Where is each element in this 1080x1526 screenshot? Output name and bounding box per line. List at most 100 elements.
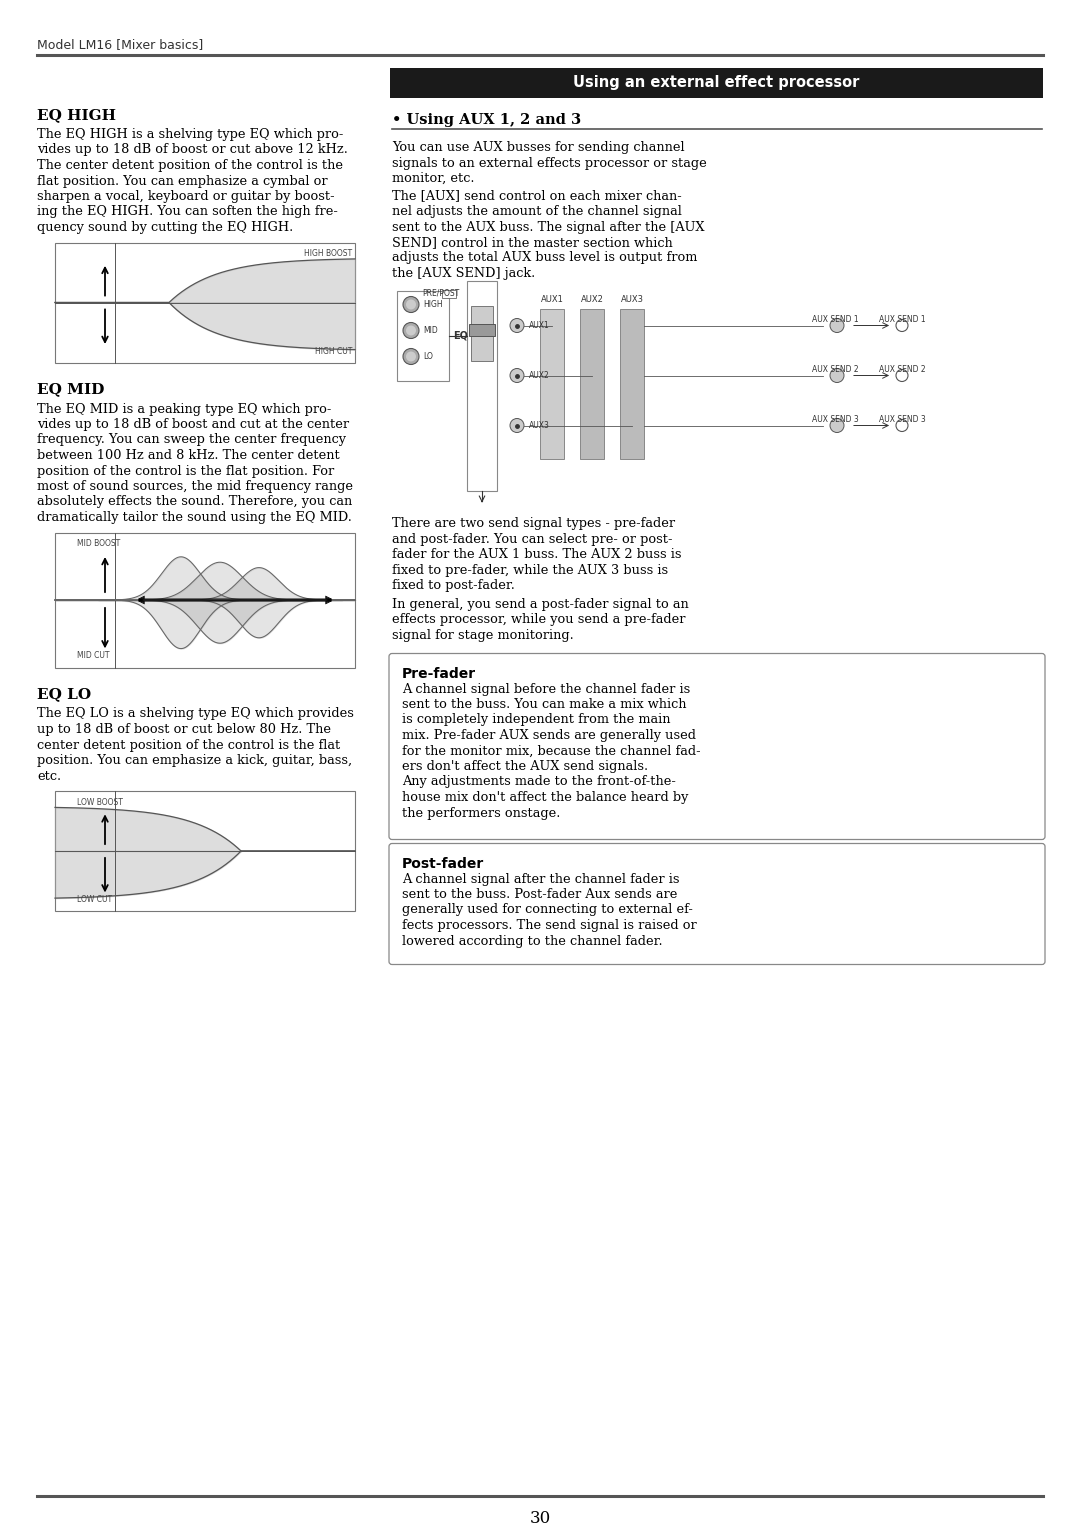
Text: AUX SEND 2: AUX SEND 2 <box>879 366 926 374</box>
Text: up to 18 dB of boost or cut below 80 Hz. The: up to 18 dB of boost or cut below 80 Hz.… <box>37 723 330 736</box>
Text: EQ MID: EQ MID <box>37 383 105 397</box>
Text: You can use AUX busses for sending channel: You can use AUX busses for sending chann… <box>392 140 685 154</box>
Text: The EQ MID is a peaking type EQ which pro-: The EQ MID is a peaking type EQ which pr… <box>37 403 332 415</box>
Text: absolutely effects the sound. Therefore, you can: absolutely effects the sound. Therefore,… <box>37 496 352 508</box>
Text: fixed to pre-fader, while the AUX 3 buss is: fixed to pre-fader, while the AUX 3 buss… <box>392 565 669 577</box>
Text: generally used for connecting to external ef-: generally used for connecting to externa… <box>402 903 693 917</box>
Text: AUX1: AUX1 <box>529 320 550 330</box>
Text: frequency. You can sweep the center frequency: frequency. You can sweep the center freq… <box>37 433 346 447</box>
Text: Any adjustments made to the front-of-the-: Any adjustments made to the front-of-the… <box>402 775 676 789</box>
Text: fects processors. The send signal is raised or: fects processors. The send signal is rai… <box>402 919 697 932</box>
Text: fixed to post-fader.: fixed to post-fader. <box>392 580 515 592</box>
Circle shape <box>831 418 843 432</box>
Text: adjusts the total AUX buss level is output from: adjusts the total AUX buss level is outp… <box>392 252 698 264</box>
Text: A channel signal after the channel fader is: A channel signal after the channel fader… <box>402 873 679 885</box>
Text: the [AUX SEND] jack.: the [AUX SEND] jack. <box>392 267 536 279</box>
Text: Pre-fader: Pre-fader <box>402 667 476 681</box>
Bar <box>469 324 495 336</box>
Text: and post-fader. You can select pre- or post-: and post-fader. You can select pre- or p… <box>392 533 673 546</box>
Text: AUX SEND 1: AUX SEND 1 <box>879 316 926 325</box>
Text: sharpen a vocal, keyboard or guitar by boost-: sharpen a vocal, keyboard or guitar by b… <box>37 191 335 203</box>
Circle shape <box>896 420 908 432</box>
Text: The EQ HIGH is a shelving type EQ which pro-: The EQ HIGH is a shelving type EQ which … <box>37 128 343 140</box>
Text: most of sound sources, the mid frequency range: most of sound sources, the mid frequency… <box>37 481 353 493</box>
Text: AUX2: AUX2 <box>581 296 604 305</box>
Circle shape <box>510 368 524 383</box>
Circle shape <box>403 348 419 365</box>
Text: quency sound by cutting the EQ HIGH.: quency sound by cutting the EQ HIGH. <box>37 221 294 233</box>
Text: 30: 30 <box>529 1511 551 1526</box>
Text: LO: LO <box>423 353 433 362</box>
Text: lowered according to the channel fader.: lowered according to the channel fader. <box>402 934 663 948</box>
Bar <box>467 281 497 490</box>
Bar <box>620 308 644 458</box>
Text: house mix don't affect the balance heard by: house mix don't affect the balance heard… <box>402 790 688 804</box>
Text: sent to the buss. You can make a mix which: sent to the buss. You can make a mix whi… <box>402 697 687 711</box>
Text: monitor, etc.: monitor, etc. <box>392 172 474 185</box>
Text: vides up to 18 dB of boost and cut at the center: vides up to 18 dB of boost and cut at th… <box>37 418 349 430</box>
Text: center detent position of the control is the flat: center detent position of the control is… <box>37 739 340 751</box>
FancyBboxPatch shape <box>389 653 1045 839</box>
Text: vides up to 18 dB of boost or cut above 12 kHz.: vides up to 18 dB of boost or cut above … <box>37 143 348 157</box>
Text: ing the EQ HIGH. You can soften the high fre-: ing the EQ HIGH. You can soften the high… <box>37 206 338 218</box>
Bar <box>55 790 355 911</box>
Text: EQ LO: EQ LO <box>37 688 91 702</box>
Circle shape <box>406 299 416 310</box>
Circle shape <box>510 319 524 333</box>
Text: position of the control is the flat position. For: position of the control is the flat posi… <box>37 464 334 478</box>
Text: HIGH: HIGH <box>423 301 443 308</box>
Text: mix. Pre-fader AUX sends are generally used: mix. Pre-fader AUX sends are generally u… <box>402 729 696 742</box>
Circle shape <box>510 418 524 432</box>
Text: etc.: etc. <box>37 769 62 783</box>
Text: AUX3: AUX3 <box>621 296 644 305</box>
Bar <box>390 69 1043 98</box>
Text: EQ HIGH: EQ HIGH <box>37 108 116 122</box>
Text: is completely independent from the main: is completely independent from the main <box>402 714 671 726</box>
Text: There are two send signal types - pre-fader: There are two send signal types - pre-fa… <box>392 517 675 531</box>
Text: The center detent position of the control is the: The center detent position of the contro… <box>37 159 343 172</box>
Text: effects processor, while you send a pre-fader: effects processor, while you send a pre-… <box>392 613 686 627</box>
Bar <box>471 305 492 360</box>
Circle shape <box>406 351 416 362</box>
Text: between 100 Hz and 8 kHz. The center detent: between 100 Hz and 8 kHz. The center det… <box>37 449 340 462</box>
Text: In general, you send a post-fader signal to an: In general, you send a post-fader signal… <box>392 598 689 610</box>
FancyBboxPatch shape <box>389 844 1045 964</box>
Circle shape <box>403 322 419 339</box>
Text: A channel signal before the channel fader is: A channel signal before the channel fade… <box>402 682 690 696</box>
Text: signals to an external effects processor or stage: signals to an external effects processor… <box>392 157 706 169</box>
Text: nel adjusts the amount of the channel signal: nel adjusts the amount of the channel si… <box>392 204 681 218</box>
Text: ers don't affect the AUX send signals.: ers don't affect the AUX send signals. <box>402 760 648 774</box>
Text: signal for stage monitoring.: signal for stage monitoring. <box>392 629 573 642</box>
Text: MID CUT: MID CUT <box>77 652 109 661</box>
Text: MID BOOST: MID BOOST <box>77 540 120 548</box>
Text: Model LM16 [Mixer basics]: Model LM16 [Mixer basics] <box>37 38 203 50</box>
Text: Using an external effect processor: Using an external effect processor <box>572 75 860 90</box>
Text: LOW BOOST: LOW BOOST <box>77 798 123 807</box>
Text: HIGH BOOST: HIGH BOOST <box>303 249 352 258</box>
Text: sent to the AUX buss. The signal after the [AUX: sent to the AUX buss. The signal after t… <box>392 220 704 233</box>
Circle shape <box>831 368 843 383</box>
Text: dramatically tailor the sound using the EQ MID.: dramatically tailor the sound using the … <box>37 511 352 523</box>
Text: flat position. You can emphasize a cymbal or: flat position. You can emphasize a cymba… <box>37 174 327 188</box>
Text: AUX3: AUX3 <box>529 421 550 430</box>
Text: AUX SEND 1: AUX SEND 1 <box>812 316 859 325</box>
Text: AUX1: AUX1 <box>541 296 564 305</box>
Text: position. You can emphasize a kick, guitar, bass,: position. You can emphasize a kick, guit… <box>37 754 352 768</box>
Text: MID: MID <box>423 327 437 336</box>
Bar <box>442 290 456 298</box>
Bar <box>397 290 449 380</box>
Circle shape <box>896 319 908 331</box>
Text: The EQ LO is a shelving type EQ which provides: The EQ LO is a shelving type EQ which pr… <box>37 708 354 720</box>
Text: AUX SEND 3: AUX SEND 3 <box>812 415 859 424</box>
Text: the performers onstage.: the performers onstage. <box>402 807 561 819</box>
Text: • Using AUX 1, 2 and 3: • Using AUX 1, 2 and 3 <box>392 113 581 127</box>
Bar <box>55 243 355 363</box>
Bar <box>55 533 355 667</box>
Text: PRE/POST: PRE/POST <box>422 288 459 298</box>
Text: AUX SEND 3: AUX SEND 3 <box>879 415 926 424</box>
Text: AUX2: AUX2 <box>529 371 550 380</box>
Text: LOW CUT: LOW CUT <box>77 896 112 903</box>
Text: fader for the AUX 1 buss. The AUX 2 buss is: fader for the AUX 1 buss. The AUX 2 buss… <box>392 548 681 562</box>
Text: HIGH CUT: HIGH CUT <box>314 346 352 356</box>
Text: sent to the buss. Post-fader Aux sends are: sent to the buss. Post-fader Aux sends a… <box>402 888 677 900</box>
